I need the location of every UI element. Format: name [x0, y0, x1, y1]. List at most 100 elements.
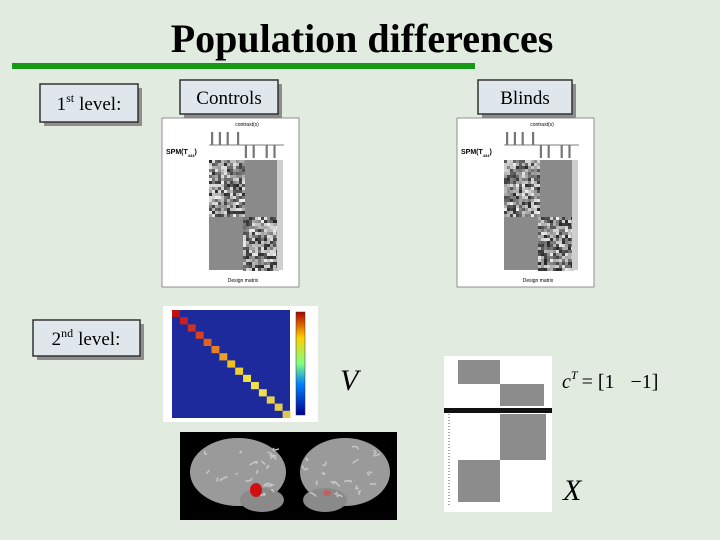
fold [352, 458, 359, 464]
matrix-cell [504, 178, 507, 181]
matrix-cell [209, 175, 212, 178]
matrix-cell [565, 253, 568, 256]
contrast-bar [237, 132, 240, 145]
matrix-cell [236, 208, 239, 211]
matrix-cell [212, 178, 215, 181]
matrix-cell [519, 208, 522, 211]
matrix-cell [233, 178, 236, 181]
matrix-cell [504, 205, 507, 208]
matrix-cell [267, 241, 270, 244]
matrix-cell [556, 238, 559, 241]
matrix-cell [559, 244, 562, 247]
matrix-cell [534, 184, 537, 187]
matrix-cell [224, 196, 227, 199]
matrix-cell [556, 262, 559, 265]
matrix-cell [528, 184, 531, 187]
matrix-cell [267, 256, 270, 259]
matrix-cell [559, 265, 562, 268]
matrix-cell [553, 241, 556, 244]
matrix-cell [538, 247, 541, 250]
matrix-cell [525, 163, 528, 166]
matrix-cell [568, 220, 571, 223]
matrix-cell [553, 226, 556, 229]
matrix-cell [233, 208, 236, 211]
matrix-cell [516, 199, 519, 202]
matrix-cell [218, 211, 221, 214]
matrix-cell [227, 202, 230, 205]
matrix-cell [261, 244, 264, 247]
matrix-cell [522, 190, 525, 193]
matrix-cell [568, 229, 571, 232]
matrix-cell [559, 217, 562, 220]
matrix-cell [513, 190, 516, 193]
matrix-cell [233, 169, 236, 172]
matrix-cell [519, 190, 522, 193]
matrix-cell [252, 238, 255, 241]
matrix-cell [242, 166, 245, 169]
matrix-cell [212, 187, 215, 190]
matrix-cell [218, 184, 221, 187]
matrix-cell [252, 253, 255, 256]
block [500, 414, 546, 460]
matrix-cell [264, 268, 267, 271]
matrix-cell [562, 259, 565, 262]
matrix-cell [249, 253, 252, 256]
matrix-cell [528, 166, 531, 169]
matrix-cell [534, 211, 537, 214]
level-suffix: nd [61, 326, 73, 340]
matrix-cell [224, 214, 227, 217]
matrix-cell [230, 187, 233, 190]
matrix-cell [221, 163, 224, 166]
matrix-cell [562, 226, 565, 229]
matrix-cell [255, 238, 258, 241]
matrix-cell [568, 217, 571, 220]
matrix-cell [528, 208, 531, 211]
matrix-cell [562, 223, 565, 226]
matrix-cell [246, 259, 249, 262]
matrix-cell [553, 238, 556, 241]
matrix-cell [559, 268, 562, 271]
matrix-cell [504, 166, 507, 169]
matrix-cell [224, 184, 227, 187]
matrix-cell [528, 169, 531, 172]
matrix-cell [261, 250, 264, 253]
matrix-cell [230, 160, 233, 163]
matrix-cell [519, 175, 522, 178]
matrix-cell [504, 160, 507, 163]
matrix-cell [209, 169, 212, 172]
matrix-cell [224, 202, 227, 205]
matrix-cell [510, 196, 513, 199]
diagonal-cell [203, 338, 212, 346]
matrix-cell [218, 196, 221, 199]
matrix-cell [507, 187, 510, 190]
matrix-cell [522, 208, 525, 211]
matrix-cell [556, 241, 559, 244]
matrix-cell [516, 184, 519, 187]
diagonal-cell [179, 317, 188, 325]
matrix-cell [547, 259, 550, 262]
contrast-bar [265, 145, 268, 158]
matrix-cell [550, 259, 553, 262]
matrix-cell [242, 169, 245, 172]
matrix-cell [236, 175, 239, 178]
matrix-cell [522, 163, 525, 166]
matrix-cell [522, 187, 525, 190]
matrix-cell [544, 259, 547, 262]
matrix-cell [236, 214, 239, 217]
matrix-cell [209, 199, 212, 202]
fold [343, 479, 352, 483]
matrix-cell [513, 169, 516, 172]
matrix-cell [236, 172, 239, 175]
matrix-cell [264, 244, 267, 247]
matrix-cell [562, 262, 565, 265]
matrix-cell [553, 244, 556, 247]
matrix-cell [568, 226, 571, 229]
matrix-cell [261, 235, 264, 238]
matrix-cell [246, 256, 249, 259]
matrix-cell [243, 268, 246, 271]
matrix-cell [516, 181, 519, 184]
matrix-cell [230, 190, 233, 193]
matrix-cell [531, 208, 534, 211]
matrix-cell [550, 247, 553, 250]
matrix-cell [252, 244, 255, 247]
